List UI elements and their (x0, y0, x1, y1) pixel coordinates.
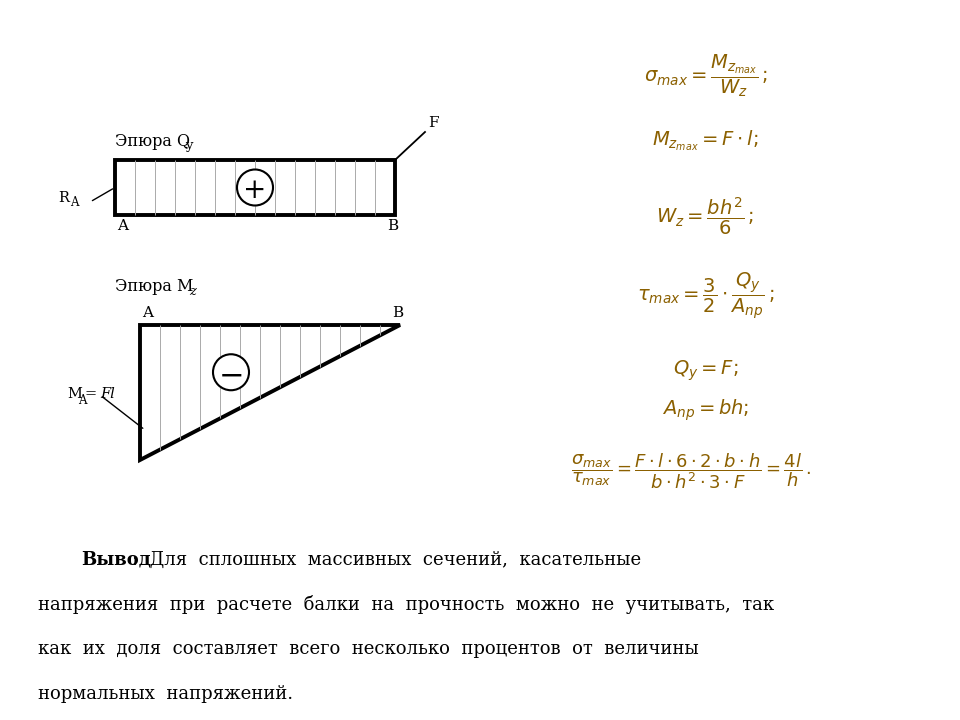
Text: Вывод: Вывод (82, 551, 152, 569)
Text: $\dfrac{\sigma_{max}}{\tau_{max}} = \dfrac{F \cdot l \cdot 6 \cdot 2 \cdot b \cd: $\dfrac{\sigma_{max}}{\tau_{max}} = \dfr… (571, 451, 811, 492)
Text: $\sigma_{max} = \dfrac{M_{z_{max}}}{W_z}\,;$: $\sigma_{max} = \dfrac{M_{z_{max}}}{W_z}… (643, 52, 768, 99)
Text: :  Для  сплошных  массивных  сечений,  касательные: : Для сплошных массивных сечений, касате… (132, 551, 640, 569)
Text: y: y (185, 139, 193, 152)
Text: как  их  доля  составляет  всего  несколько  процентов  от  величины: как их доля составляет всего несколько п… (38, 640, 699, 658)
Text: F: F (428, 116, 439, 130)
Text: нормальных  напряжений.: нормальных напряжений. (38, 685, 294, 703)
Text: $\tau_{max} = \dfrac{3}{2} \cdot \dfrac{Q_y}{A_{np}}\,;$: $\tau_{max} = \dfrac{3}{2} \cdot \dfrac{… (636, 270, 775, 320)
Text: z: z (189, 285, 196, 298)
Text: M: M (67, 387, 82, 401)
Text: напряжения  при  расчете  балки  на  прочность  можно  не  учитывать,  так: напряжения при расчете балки на прочност… (38, 595, 775, 614)
Text: A: A (117, 219, 128, 233)
Text: $M_{z_{max}} = F \cdot l;$: $M_{z_{max}} = F \cdot l;$ (653, 128, 758, 153)
Text: B: B (392, 306, 403, 320)
Text: Эпюра Q: Эпюра Q (115, 133, 190, 150)
Text: Эпюра M: Эпюра M (115, 278, 193, 295)
Text: =: = (85, 387, 97, 401)
Circle shape (213, 354, 249, 390)
Text: $W_z = \dfrac{bh^2}{6}\,;$: $W_z = \dfrac{bh^2}{6}\,;$ (657, 195, 755, 237)
Text: A: A (70, 196, 79, 209)
Text: $Q_y = F;$: $Q_y = F;$ (673, 359, 738, 383)
Text: −: − (218, 360, 244, 391)
Circle shape (237, 169, 273, 205)
Text: +: + (243, 177, 267, 204)
Text: $A_{np} = bh;$: $A_{np} = bh;$ (662, 397, 749, 423)
Text: A: A (142, 306, 153, 320)
Bar (115, 160, 395, 215)
Polygon shape (140, 325, 400, 460)
Text: Fl: Fl (100, 387, 115, 401)
Text: A: A (78, 394, 86, 407)
Text: B: B (387, 219, 398, 233)
Text: R: R (58, 191, 69, 205)
